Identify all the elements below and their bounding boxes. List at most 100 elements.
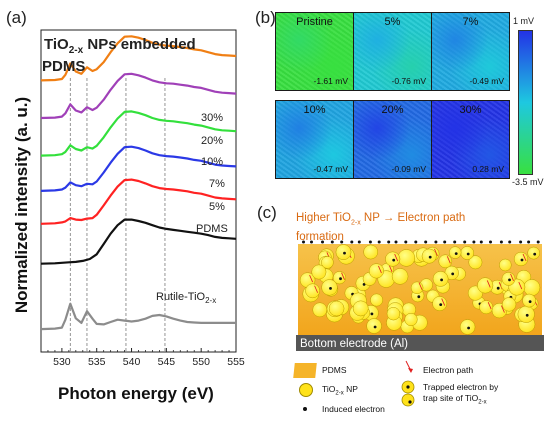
- induced-electron: [508, 240, 512, 244]
- electron-path: [388, 264, 393, 273]
- trapped-electron: [392, 258, 396, 262]
- nanoparticle: [321, 256, 334, 269]
- x-tick-label: 535: [88, 356, 106, 368]
- induced-electron: [536, 240, 540, 244]
- electrode-label: Bottom electrode (Al): [300, 338, 409, 350]
- induced-electron: [377, 240, 381, 244]
- nanoparticle: [404, 312, 418, 327]
- colorbar-max-label: 1 mV: [513, 16, 535, 26]
- induced-electron: [453, 240, 457, 244]
- map-tile-name: 7%: [462, 16, 479, 28]
- map-tile-name: 5%: [384, 16, 401, 28]
- nanoparticle: [321, 279, 338, 296]
- electron-path: [522, 253, 527, 262]
- induced-electron: [519, 240, 523, 244]
- nanoparticle: [305, 283, 320, 299]
- electron-path: [501, 305, 505, 313]
- trapped-electron: [428, 255, 432, 259]
- nanoparticle: [391, 268, 409, 285]
- panel-label-a: (a): [6, 8, 27, 27]
- map-tile-value: -0.09 mV: [391, 164, 427, 174]
- trapped-electron: [440, 278, 443, 282]
- nanoparticle: [438, 254, 453, 269]
- induced-electron: [479, 240, 483, 244]
- map-tile: 5% -0.76 mV: [353, 12, 432, 91]
- series-line: [40, 145, 237, 192]
- nanoparticle: [460, 246, 475, 260]
- induced-electron: [489, 240, 492, 244]
- induced-electron: [499, 240, 503, 244]
- series-label-pdms: PDMS: [196, 223, 228, 235]
- x-tick-label: 550: [192, 356, 210, 368]
- nanoparticle: [468, 255, 483, 270]
- map-tile-value: -1.61 mV: [313, 76, 349, 86]
- nanoparticle: [479, 300, 494, 315]
- nanoparticle: [477, 277, 494, 294]
- nanoparticle: [522, 293, 536, 308]
- map-tile-value: -0.76 mV: [391, 76, 427, 86]
- map-tile-name: 20%: [381, 104, 404, 116]
- trapped-electron: [508, 278, 511, 282]
- series-line: [40, 218, 237, 265]
- electron-path: [314, 285, 318, 293]
- induced-electron: [443, 240, 447, 244]
- series-label-5: 5%: [209, 201, 225, 213]
- trapped-electron: [451, 272, 455, 276]
- nanoparticle: [448, 246, 462, 259]
- electron-path: [309, 274, 313, 283]
- nanoparticle: [386, 307, 401, 321]
- induced-electron: [387, 240, 391, 244]
- map-tile: 20% -0.09 mV: [353, 100, 432, 179]
- nanoparticle: [527, 246, 541, 260]
- xas-spectra-chart: 530 535 540 545 550 555: [40, 29, 245, 368]
- nanoparticle: [432, 296, 448, 312]
- induced-electron: [321, 240, 324, 244]
- series-label-7: 7%: [209, 178, 225, 190]
- series-line: [40, 302, 236, 331]
- trapped-electron: [525, 313, 529, 317]
- series-label-20: 20%: [201, 135, 224, 147]
- nanoparticle: [499, 258, 512, 272]
- trapped-electron: [439, 303, 443, 306]
- trapped-electron-icon: [401, 380, 415, 407]
- nanoparticle: [501, 297, 517, 312]
- nanoparticle: [312, 302, 328, 318]
- nanoparticle: [363, 244, 379, 260]
- induced-electron: [434, 240, 438, 244]
- map-tile: Pristine -1.61 mV: [275, 12, 354, 91]
- induced-electron: [350, 240, 354, 244]
- nanoparticle: [385, 251, 401, 267]
- series-line: [40, 35, 237, 82]
- colorbar: [518, 30, 533, 175]
- map-tile-name: 30%: [459, 104, 482, 116]
- nanoparticle: [421, 248, 437, 264]
- electron-path: [446, 256, 451, 264]
- induced-electron: [340, 240, 344, 244]
- trapped-electron: [533, 252, 537, 256]
- legend-np: TiO2-x NP: [322, 384, 358, 397]
- nanoparticle: [523, 279, 541, 297]
- induced-electron: [330, 240, 334, 244]
- nanoparticle: [368, 263, 384, 279]
- nanoparticle: [328, 300, 345, 317]
- induced-electron: [414, 240, 418, 244]
- nanoparticle: [459, 319, 476, 335]
- nanoparticle: [432, 271, 449, 287]
- electron-dot-icon: [303, 407, 307, 411]
- chart-title-line2: PDMS: [42, 58, 86, 75]
- nanoparticle: [397, 249, 416, 267]
- induced-electron: [424, 240, 428, 244]
- nanoparticle: [517, 305, 535, 323]
- x-axis-label: Photon energy (eV): [58, 384, 214, 403]
- series-line: [40, 72, 237, 120]
- x-tick-label: 545: [158, 356, 176, 368]
- bottom-electrode: [296, 335, 544, 351]
- series-label-10: 10%: [201, 156, 224, 168]
- electron-path: [434, 248, 438, 257]
- nanoparticle: [370, 293, 384, 307]
- induced-electron: [357, 240, 361, 244]
- x-tick-label: 540: [123, 356, 141, 368]
- nanoparticle: [501, 272, 516, 286]
- trapped-electron: [339, 277, 342, 281]
- induced-electron: [310, 240, 313, 244]
